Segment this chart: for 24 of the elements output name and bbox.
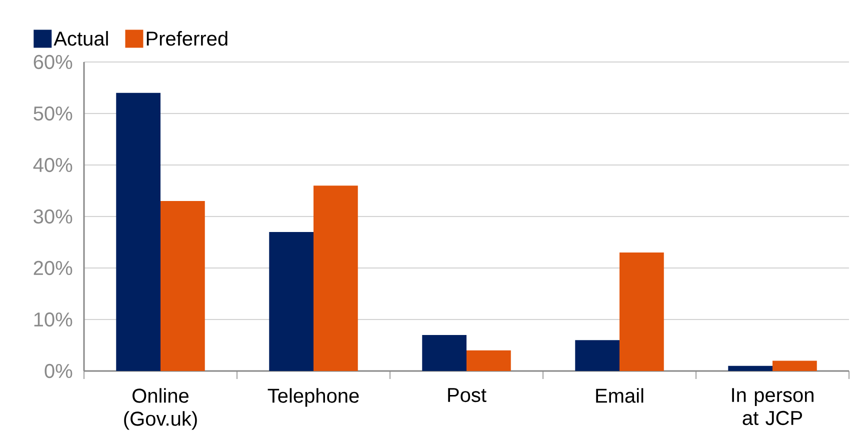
y-tick-label: 10% — [34, 312, 72, 327]
y-tick-label: 0% — [44, 364, 72, 378]
bar — [575, 340, 620, 371]
x-tick-label: Email — [596, 388, 644, 403]
bar — [422, 334, 467, 371]
y-tick-label: 20% — [34, 260, 72, 276]
bar — [728, 366, 773, 371]
bar — [466, 350, 511, 371]
bar — [314, 186, 358, 371]
bar — [620, 252, 664, 371]
legend-label: Preferred — [146, 31, 228, 46]
y-tick-label: 30% — [34, 209, 72, 224]
x-tick-label: Telephone — [268, 388, 359, 407]
x-tick-label: In person at JCP — [732, 388, 814, 426]
bar — [160, 201, 205, 371]
y-tick-label: 40% — [33, 158, 72, 172]
x-tick-label: Online (Gov.uk) — [124, 388, 197, 430]
bar — [116, 92, 161, 371]
legend-label: Actual — [54, 31, 108, 46]
y-tick-label: 50% — [34, 106, 72, 121]
bar — [772, 360, 817, 371]
x-tick-label: Post — [448, 388, 486, 402]
y-tick-label: 60% — [34, 54, 72, 70]
bar — [269, 232, 314, 371]
